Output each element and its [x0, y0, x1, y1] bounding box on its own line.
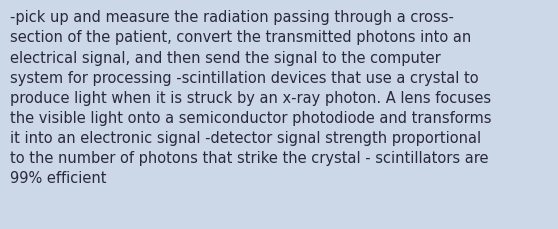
- Text: 99% efficient: 99% efficient: [10, 171, 107, 185]
- Text: section of the patient, convert the transmitted photons into an: section of the patient, convert the tran…: [10, 30, 472, 45]
- Text: -pick up and measure the radiation passing through a cross-: -pick up and measure the radiation passi…: [10, 10, 454, 25]
- Text: produce light when it is struck by an x-ray photon. A lens focuses: produce light when it is struck by an x-…: [10, 90, 491, 105]
- Text: the visible light onto a semiconductor photodiode and transforms: the visible light onto a semiconductor p…: [10, 111, 492, 125]
- Text: system for processing -scintillation devices that use a crystal to: system for processing -scintillation dev…: [10, 71, 479, 85]
- Text: it into an electronic signal -detector signal strength proportional: it into an electronic signal -detector s…: [10, 131, 481, 145]
- Text: electrical signal, and then send the signal to the computer: electrical signal, and then send the sig…: [10, 50, 441, 65]
- Text: to the number of photons that strike the crystal - scintillators are: to the number of photons that strike the…: [10, 151, 489, 166]
